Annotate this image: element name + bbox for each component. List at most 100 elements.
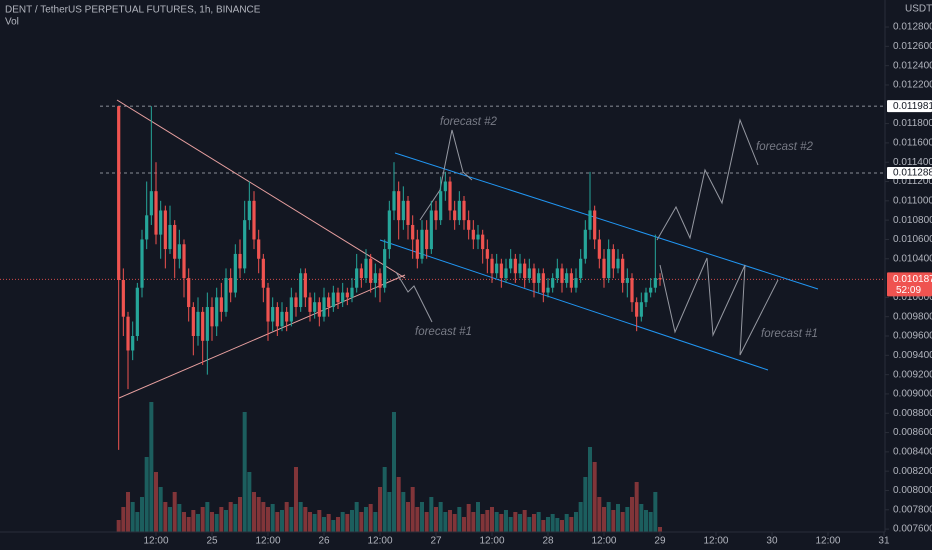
x-tick-label: 12:00 — [703, 536, 728, 547]
volume-bar — [504, 510, 509, 532]
volume-bar — [597, 497, 602, 532]
candle-body — [289, 297, 293, 322]
volume-bar — [485, 510, 490, 532]
candle-body — [574, 278, 578, 288]
candle-body — [541, 273, 545, 293]
volume-bar — [261, 502, 266, 532]
candle-body — [135, 287, 139, 336]
y-tick-label: 0.011600 — [893, 138, 932, 149]
volume-bar — [126, 492, 131, 532]
forecast-path — [659, 257, 779, 356]
candle-body — [266, 287, 270, 322]
volume-bar — [648, 512, 653, 532]
candle-body — [616, 258, 620, 269]
volume-bar — [326, 514, 331, 532]
volume-bar — [601, 507, 606, 532]
y-tick-label: 0.008200 — [893, 466, 932, 477]
volume-bar — [452, 514, 457, 532]
x-tick-label: 12:00 — [591, 536, 616, 547]
volume-bar — [588, 447, 592, 532]
volume-bar — [168, 507, 173, 532]
drawings — [116, 99, 819, 399]
candle-body — [257, 239, 261, 259]
candle-body — [658, 278, 662, 280]
volume-bar — [410, 487, 415, 532]
candle-body — [131, 336, 135, 351]
candle-body — [537, 273, 541, 283]
candle-body — [453, 210, 457, 221]
annotation: forecast #2 — [440, 116, 497, 128]
candle-body — [462, 200, 466, 221]
x-tick-label: 29 — [654, 536, 666, 547]
axis-layer: 0.012800 0.012600 0.012400 0.012200 0.011800… — [143, 22, 932, 547]
volume-bar — [550, 514, 555, 532]
volume-bar — [252, 492, 257, 532]
candle-body — [247, 200, 251, 221]
candle-body — [397, 191, 401, 221]
candle-body — [359, 268, 363, 279]
candle-body — [303, 273, 307, 298]
volume-bar — [448, 510, 453, 532]
y-tick-label: 0.010400 — [893, 253, 932, 264]
volume-bar — [350, 510, 355, 532]
volume-bar — [280, 510, 285, 532]
volume-bar — [429, 497, 434, 532]
volume-bar — [214, 514, 219, 532]
candle-body — [154, 191, 158, 235]
candle-body — [168, 224, 172, 250]
candle-body — [593, 210, 597, 240]
candle-body — [163, 210, 167, 250]
candle-body — [191, 307, 195, 336]
y-tick-label: 0.008000 — [893, 485, 932, 496]
candle-body — [271, 307, 275, 322]
volume-bar — [480, 514, 485, 532]
candle-body — [285, 311, 289, 322]
candle-body — [439, 191, 443, 221]
x-tick-label: 12:00 — [479, 536, 504, 547]
y-tick-label: 0.009600 — [893, 331, 932, 342]
candle-body — [233, 253, 237, 293]
volume-bar — [308, 512, 313, 532]
candle-body — [121, 280, 125, 317]
candle-body — [429, 210, 433, 250]
volume-bar — [546, 517, 551, 532]
candle-body — [140, 239, 144, 288]
candle-body — [355, 268, 359, 288]
volume-bar — [135, 512, 140, 532]
y-tick-label: 0.008800 — [893, 408, 932, 419]
candle-body — [215, 297, 219, 327]
y-tick-label: 0.012400 — [893, 60, 932, 71]
candle-body — [443, 181, 447, 192]
volume-bar — [406, 502, 411, 532]
volume-bar — [527, 517, 532, 532]
volume-bar — [578, 502, 583, 532]
candle-body — [229, 278, 233, 293]
volume-bar — [615, 504, 620, 532]
volume-bar — [354, 502, 359, 532]
volume-bar — [364, 507, 369, 532]
volume-bar — [420, 502, 425, 532]
volume-bar — [564, 514, 569, 532]
candle-body — [243, 220, 247, 269]
volume-bar — [611, 510, 616, 532]
y-tick-label: 0.008600 — [893, 427, 932, 438]
x-tick-label: 25 — [206, 536, 218, 547]
x-tick-label: 28 — [542, 536, 554, 547]
volume-bar — [424, 512, 429, 532]
volume-bar — [476, 502, 481, 532]
volume-bar — [149, 402, 154, 532]
volume-bar — [322, 517, 327, 532]
volume-bar — [541, 520, 546, 532]
volume-bar — [518, 514, 523, 532]
volume-bar — [382, 467, 387, 532]
volume-bar — [499, 514, 504, 532]
candle-body — [490, 258, 494, 274]
candle-body — [294, 297, 298, 308]
y-tick-label: 0.008400 — [893, 447, 932, 458]
candle-body — [509, 258, 513, 269]
candle-body — [583, 229, 587, 259]
volume-bar — [396, 477, 401, 532]
volume-bar — [303, 507, 308, 532]
triangle-upper — [116, 99, 406, 279]
